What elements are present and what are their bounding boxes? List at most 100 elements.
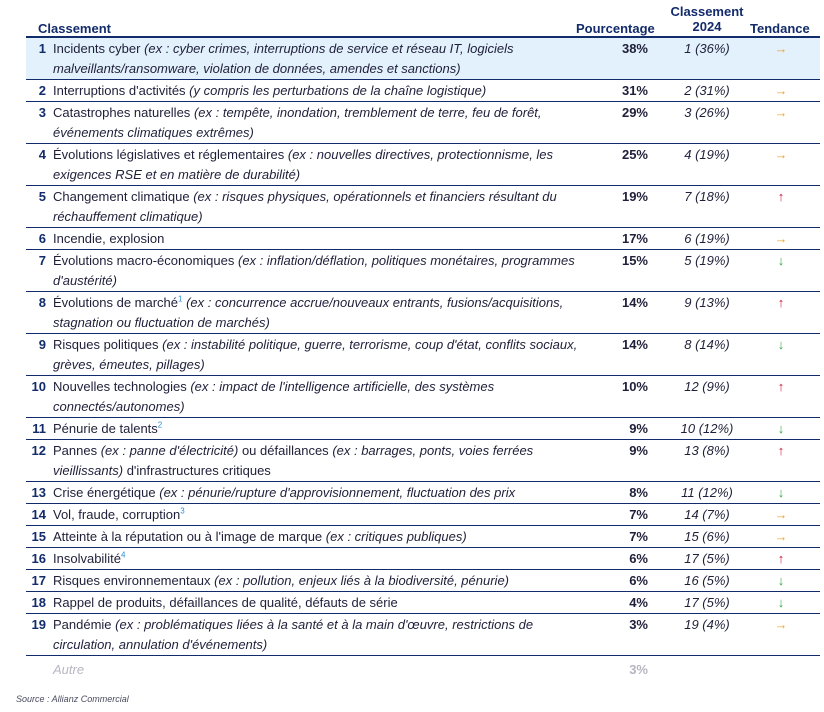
table-row: 19 Pandémie (ex : problématiques liées à …	[26, 614, 820, 656]
rank-number: 9	[38, 337, 46, 352]
table-row: 9 Risques politiques (ex : instabilité po…	[26, 334, 820, 376]
table-row: 10 Nouvelles technologies (ex : impact de…	[26, 376, 820, 418]
risk-label: Rappel de produits, défaillances de qual…	[53, 593, 583, 613]
risk-detail: (ex : pollution, enjeux liés à la biodiv…	[214, 573, 510, 588]
risk-name: Changement climatique	[53, 189, 190, 204]
header-classement: Classement	[38, 21, 111, 36]
risk-name: Incidents cyber	[53, 41, 141, 56]
table-row: 18 Rappel de produits, défaillances de qu…	[26, 592, 820, 614]
rank-number: 13	[31, 485, 46, 500]
risk-label: Risques environnementaux (ex : pollution…	[53, 571, 583, 591]
risk-percentage: 9%	[629, 421, 648, 436]
risk-name: Évolutions de marché	[53, 295, 179, 310]
previous-rank: 11 (12%)	[681, 485, 733, 500]
risk-detail-3: (ex : barrages, ponts, voies ferrées vie…	[53, 443, 534, 478]
footnote-ref: 2	[157, 420, 163, 430]
risk-percentage: 38%	[621, 41, 648, 56]
risk-name: Pénurie de talents	[53, 421, 158, 436]
previous-rank: 8 (14%)	[684, 337, 730, 352]
source-note: Source : Allianz Commercial	[16, 694, 129, 704]
trend-down-arrow-icon: ↓	[777, 253, 785, 268]
trend-down-arrow-icon: ↓	[777, 485, 785, 500]
previous-rank: 9 (13%)	[684, 295, 730, 310]
risk-detail: (ex : risques physiques, opérationnels e…	[53, 189, 557, 224]
risk-label: Nouvelles technologies (ex : impact de l…	[53, 377, 583, 417]
rank-number: 16	[31, 551, 46, 566]
table-row: 3 Catastrophes naturelles (ex : tempête, …	[26, 102, 820, 144]
risk-percentage: 25%	[621, 147, 648, 162]
risk-detail: (ex : instabilité politique, guerre, ter…	[53, 337, 578, 372]
trend-right-arrow-icon: →	[774, 41, 788, 56]
risk-percentage: 8%	[629, 485, 648, 500]
risk-detail: (y compris les perturbations de la chaîn…	[189, 83, 487, 98]
risk-label: Pénurie de talents2	[53, 419, 583, 439]
risk-label: Incidents cyber (ex : cyber crimes, inte…	[53, 39, 583, 79]
risk-label: Évolutions de marché1 (ex : concurrence …	[53, 293, 583, 333]
previous-rank: 13 (8%)	[684, 443, 730, 458]
risk-percentage: 14%	[621, 337, 648, 352]
other-pct: 3%	[629, 662, 648, 677]
risk-detail: (ex : concurrence accrue/nouveaux entran…	[53, 295, 564, 330]
rank-number: 4	[38, 147, 46, 162]
table-row: 13 Crise énergétique (ex : pénurie/ruptur…	[26, 482, 820, 504]
risk-label: Vol, fraude, corruption3	[53, 505, 583, 525]
previous-rank: 17 (5%)	[684, 551, 730, 566]
ranking-table: Classement Pourcentage Classement 2024 Te…	[26, 0, 820, 680]
risk-name: Évolutions législatives et réglementaire…	[53, 147, 285, 162]
header-tendance: Tendance	[750, 21, 810, 36]
risk-percentage: 9%	[629, 443, 648, 458]
previous-rank: 2 (31%)	[684, 83, 730, 98]
risk-label: Interruptions d'activités (y compris les…	[53, 81, 583, 101]
table-row: 11 Pénurie de talents2 9% 10 (12%) ↓	[26, 418, 820, 440]
risk-percentage: 15%	[621, 253, 648, 268]
previous-rank: 1 (36%)	[684, 41, 730, 56]
trend-right-arrow-icon: →	[774, 529, 788, 544]
risk-label: Évolutions macro-économiques (ex : infla…	[53, 251, 583, 291]
previous-rank: 10 (12%)	[680, 421, 734, 436]
risk-percentage: 19%	[621, 189, 648, 204]
trend-up-arrow-icon: ↑	[777, 295, 785, 310]
table-header: Classement Pourcentage Classement 2024 Te…	[26, 0, 820, 38]
risk-percentage: 14%	[621, 295, 648, 310]
risk-percentage: 17%	[621, 231, 648, 246]
previous-rank: 12 (9%)	[684, 379, 730, 394]
risk-detail: (ex : inflation/déflation, politiques mo…	[53, 253, 575, 288]
rank-number: 15	[31, 529, 46, 544]
previous-rank: 19 (4%)	[684, 617, 730, 632]
previous-rank: 14 (7%)	[684, 507, 730, 522]
rank-number: 1	[38, 41, 46, 56]
table-row: 17 Risques environnementaux (ex : polluti…	[26, 570, 820, 592]
header-classement-2024: Classement 2024	[666, 4, 748, 34]
rank-number: 18	[31, 595, 46, 610]
risk-name: Atteinte à la réputation ou à l'image de…	[53, 529, 323, 544]
previous-rank: 4 (19%)	[684, 147, 730, 162]
risk-detail: (ex : impact de l'intelligence artificie…	[53, 379, 495, 414]
header-pourcentage: Pourcentage	[576, 21, 655, 36]
table-row: 6 Incendie, explosion 17% 6 (19%) →	[26, 228, 820, 250]
previous-rank: 5 (19%)	[684, 253, 730, 268]
table-row: 7 Évolutions macro-économiques (ex : infl…	[26, 250, 820, 292]
risk-name: Risques politiques	[53, 337, 159, 352]
risk-percentage: 10%	[621, 379, 648, 394]
trend-down-arrow-icon: ↓	[777, 595, 785, 610]
risk-percentage: 29%	[621, 105, 648, 120]
table-body: 1 Incidents cyber (ex : cyber crimes, int…	[26, 38, 820, 656]
rank-number: 10	[31, 379, 46, 394]
risk-label: Changement climatique (ex : risques phys…	[53, 187, 583, 227]
risk-percentage: 7%	[629, 507, 648, 522]
risk-name: Pannes	[53, 443, 98, 458]
table-row: 16 Insolvabilité4 6% 17 (5%) ↑	[26, 548, 820, 570]
trend-up-arrow-icon: ↑	[777, 379, 785, 394]
risk-label: Évolutions législatives et réglementaire…	[53, 145, 583, 185]
risk-detail: (ex : panne d'électricité)	[100, 443, 239, 458]
risk-label: Pannes (ex : panne d'électricité) ou déf…	[53, 441, 583, 481]
risk-label: Crise énergétique (ex : pénurie/rupture …	[53, 483, 583, 503]
risk-percentage: 7%	[629, 529, 648, 544]
trend-right-arrow-icon: →	[774, 507, 788, 522]
risk-name: Nouvelles technologies	[53, 379, 187, 394]
risk-detail-4: d'infrastructures critiques	[126, 463, 271, 478]
previous-rank: 16 (5%)	[684, 573, 730, 588]
risk-detail: (ex : cyber crimes, interruptions de ser…	[53, 41, 514, 76]
trend-right-arrow-icon: →	[774, 231, 788, 246]
header-classement-2024-line2: 2024	[692, 19, 722, 34]
